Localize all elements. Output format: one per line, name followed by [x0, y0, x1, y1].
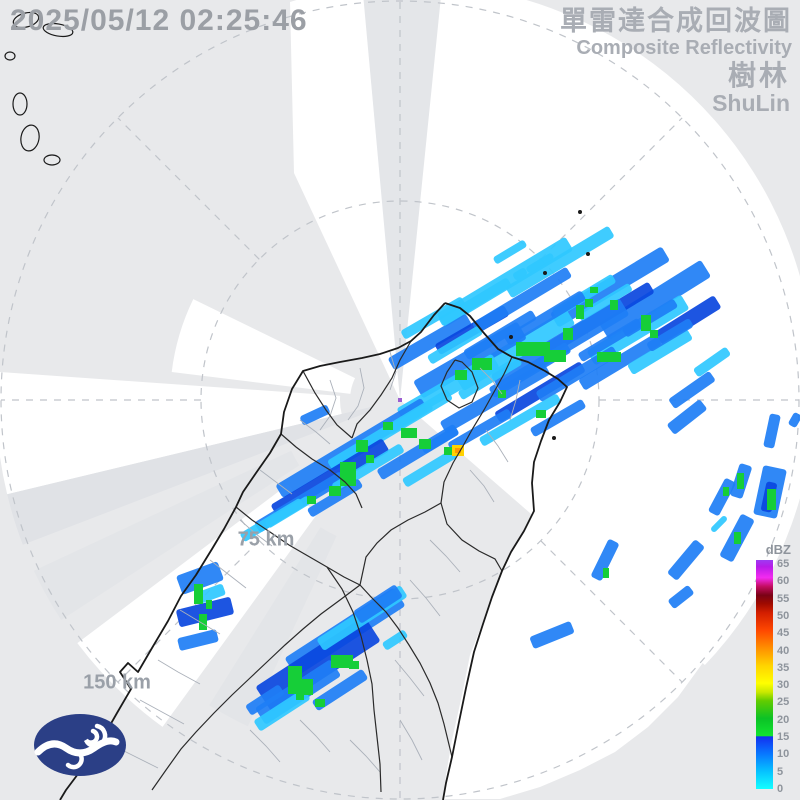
- blocked-beam-north: [363, 0, 441, 400]
- range-ring-label-150km: 150 km: [83, 671, 151, 694]
- legend-tick-45: 45: [777, 627, 790, 640]
- legend-tick-0: 0: [777, 783, 784, 795]
- legend-color-bar: [756, 560, 773, 789]
- legend-tick-50: 50: [777, 609, 790, 622]
- range-ring-label-75km: 75 km: [237, 528, 295, 551]
- cwb-logo-swirl: [34, 723, 120, 770]
- legend-tick-15: 15: [777, 731, 790, 744]
- legend-tick-65: 65: [777, 558, 790, 570]
- legend-title: dBZ: [765, 542, 791, 557]
- legend-tick-25: 25: [777, 696, 790, 709]
- taiwan-map-outline: [4, 11, 590, 800]
- timestamp: 2025/05/12 02:25:46: [10, 4, 308, 37]
- radar-echoes: [176, 226, 800, 731]
- legend-tick-35: 35: [777, 661, 790, 674]
- legend-tick-10: 10: [777, 748, 790, 761]
- station-name-zh: 樹林: [727, 60, 790, 91]
- legend-tick-40: 40: [777, 644, 790, 657]
- coastline: [59, 302, 568, 800]
- legend-tick-20: 20: [777, 713, 790, 726]
- product-title-en: Composite Reflectivity: [576, 37, 792, 59]
- station-name-en: ShuLin: [712, 90, 790, 116]
- radar-site-marker: [398, 398, 402, 402]
- cwb-logo: [34, 714, 126, 776]
- legend-tick-5: 5: [777, 765, 784, 778]
- legend-tick-55: 55: [777, 592, 790, 605]
- legend-tick-30: 30: [777, 679, 790, 692]
- product-title-zh: 單雷達合成回波圖: [560, 6, 792, 36]
- legend-tick-60: 60: [777, 575, 790, 588]
